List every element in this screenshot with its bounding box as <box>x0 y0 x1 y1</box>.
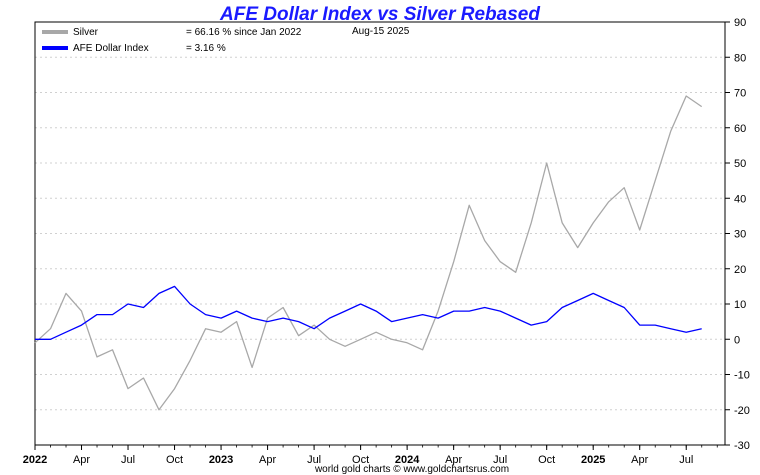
y-tick-label: 40 <box>734 193 746 205</box>
series-lines <box>34 95 703 411</box>
x-tick-label: 2023 <box>209 454 233 466</box>
series-line-afe-dollar-index <box>35 285 702 340</box>
x-tick-label: Jul <box>679 454 693 466</box>
legend-label-afe-dollar-index: AFE Dollar Index <box>73 43 149 54</box>
y-tick-label: 90 <box>734 17 746 29</box>
legend-value-afe-dollar-index: = 3.16 % <box>186 43 226 54</box>
y-tick-label: -30 <box>734 440 750 452</box>
y-tick-label: 0 <box>734 334 740 346</box>
y-tick-label: 70 <box>734 88 746 100</box>
x-tick-label: Apr <box>445 454 462 466</box>
x-tick-label: Jul <box>307 454 321 466</box>
legend-value-silver: = 66.16 % since Jan 2022 <box>186 27 302 38</box>
x-tick-label: Apr <box>259 454 276 466</box>
y-tick-label: 80 <box>734 52 746 64</box>
axes: 90 80 70 60 50 40 30 20 10 0 -10 -20 -30 2022 Apr Jul Oc… <box>23 17 750 466</box>
chart-footer: world gold charts © www.goldchartsrus.co… <box>314 464 509 475</box>
x-tick-label: Apr <box>73 454 90 466</box>
y-tick-label: -20 <box>734 405 750 417</box>
x-tick-label: Oct <box>166 454 183 466</box>
x-tick-label: Oct <box>538 454 555 466</box>
x-tick-label: Jul <box>121 454 135 466</box>
y-tick-label: 10 <box>734 299 746 311</box>
y-tick-label: -10 <box>734 370 750 382</box>
x-tick-label: 2022 <box>23 454 47 466</box>
series-line-silver <box>34 95 703 411</box>
x-tick-label: 2024 <box>395 454 420 466</box>
x-tick-label: 2025 <box>581 454 605 466</box>
x-tick-label: Apr <box>631 454 648 466</box>
grid-lines <box>35 56 725 411</box>
y-tick-label: 20 <box>734 264 746 276</box>
y-tick-label: 30 <box>734 229 746 241</box>
x-tick-label: Jul <box>493 454 507 466</box>
y-tick-label: 60 <box>734 123 746 135</box>
x-tick-label: Oct <box>352 454 369 466</box>
legend-label-silver: Silver <box>73 27 99 38</box>
chart-title: AFE Dollar Index vs Silver Rebased <box>219 4 540 25</box>
y-tick-label: 50 <box>734 158 746 170</box>
chart-date-label: Aug-15 2025 <box>352 26 410 37</box>
legend: Silver = 66.16 % since Jan 2022 AFE Doll… <box>42 27 302 54</box>
